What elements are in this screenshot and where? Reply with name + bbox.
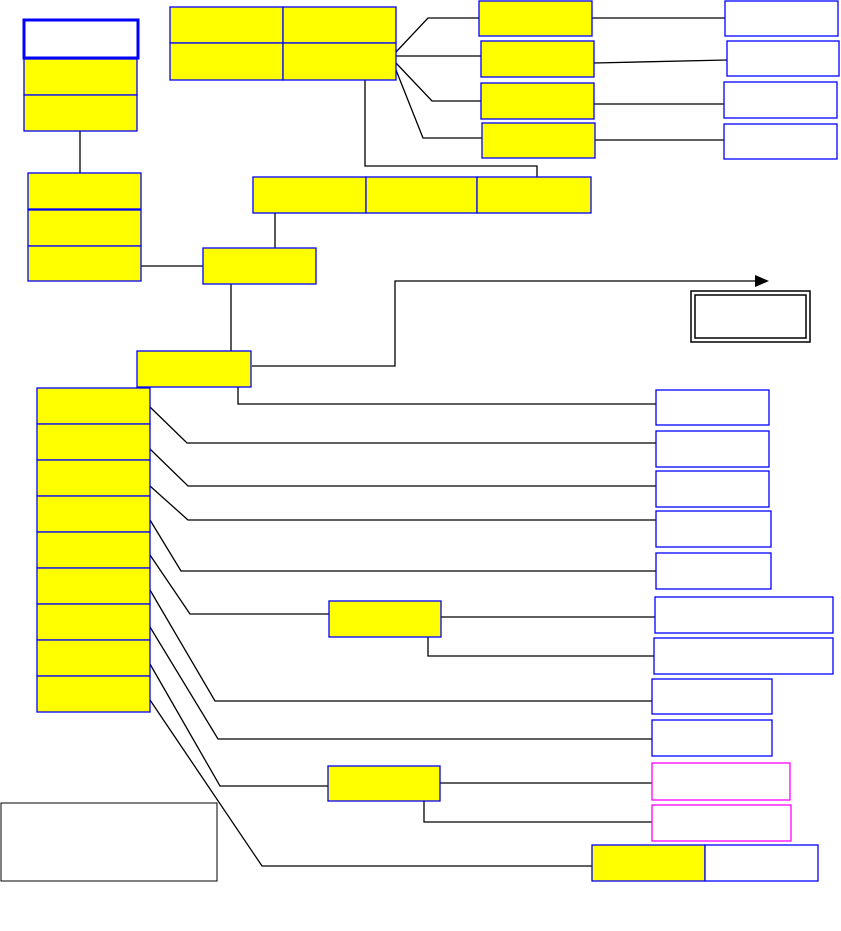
root-header-box bbox=[22, 18, 140, 60]
connector-line-20 bbox=[149, 554, 329, 615]
connector-line-8 bbox=[395, 62, 481, 102]
legend-outer-border bbox=[690, 290, 811, 343]
leaf-12-left-box bbox=[591, 844, 706, 882]
root-row-2-box bbox=[23, 94, 138, 132]
leaf-1-box bbox=[655, 389, 770, 426]
top-cell-1-box bbox=[169, 6, 284, 44]
branch-leaf-2-box bbox=[726, 40, 840, 77]
connector-line-19 bbox=[149, 519, 656, 572]
sub-node-1-box bbox=[328, 600, 442, 638]
connector-line-17 bbox=[149, 448, 656, 487]
list-row-3-box bbox=[36, 459, 151, 497]
connector-line-23 bbox=[149, 589, 652, 702]
list-row-6-box bbox=[36, 567, 151, 605]
leaf-3-box bbox=[655, 470, 770, 508]
list-row-2-box bbox=[36, 423, 151, 461]
legend-box bbox=[690, 290, 811, 343]
connector-line-18 bbox=[149, 485, 656, 521]
connector-line-6 bbox=[395, 17, 479, 53]
leaf-5-box bbox=[655, 552, 772, 590]
branch-leaf-4-box bbox=[723, 123, 838, 160]
leaf-10-box bbox=[651, 762, 791, 801]
list-row-8-box bbox=[36, 639, 151, 677]
hub-node-box bbox=[202, 247, 317, 285]
stack-row-3-box bbox=[27, 245, 142, 282]
connector-line-5 bbox=[364, 80, 538, 177]
connector-line-15 bbox=[237, 387, 656, 405]
stack-row-2-box bbox=[27, 209, 142, 247]
list-row-5-box bbox=[36, 531, 151, 569]
connector-line-9 bbox=[395, 69, 482, 139]
top-cell-3-box bbox=[169, 42, 284, 81]
top-cell-2-box bbox=[282, 6, 397, 44]
list-row-7-box bbox=[36, 603, 151, 641]
main-node-box bbox=[136, 350, 252, 388]
leaf-12-right-box bbox=[704, 844, 819, 882]
stack-row-1-box bbox=[27, 172, 142, 210]
branch-node-2-box bbox=[480, 40, 595, 78]
arrowhead-icon bbox=[755, 275, 769, 287]
branch-node-1-box bbox=[478, 0, 593, 37]
list-row-1-box bbox=[36, 387, 151, 425]
connector-line-22 bbox=[427, 637, 654, 657]
connector-line-28 bbox=[149, 699, 592, 867]
mid-cell-3-box bbox=[476, 176, 592, 214]
connectors bbox=[79, 17, 757, 867]
branch-leaf-3-box bbox=[723, 81, 838, 119]
note-box bbox=[0, 802, 218, 882]
leaf-2-box bbox=[655, 430, 770, 468]
leaf-11-box bbox=[651, 804, 792, 842]
leaf-6-box bbox=[654, 596, 834, 634]
branch-node-3-box bbox=[480, 82, 595, 120]
list-row-9-box bbox=[36, 675, 151, 713]
leaf-8-box bbox=[651, 678, 773, 715]
mid-cell-1-box bbox=[252, 176, 367, 214]
legend-inner-border bbox=[694, 294, 807, 339]
list-row-4-box bbox=[36, 495, 151, 533]
connector-line-27 bbox=[423, 801, 652, 823]
connector-line-14 bbox=[252, 280, 757, 367]
leaf-4-box bbox=[655, 510, 772, 548]
connector-line-11 bbox=[593, 59, 728, 64]
connector-line-16 bbox=[149, 406, 656, 444]
leaf-9-box bbox=[651, 719, 773, 757]
mid-cell-2-box bbox=[365, 176, 478, 214]
branch-node-4-box bbox=[481, 122, 596, 159]
sub-node-2-box bbox=[327, 765, 441, 802]
leaf-7-box bbox=[653, 637, 834, 675]
top-cell-4-box bbox=[282, 42, 397, 81]
root-row-1-box bbox=[23, 58, 138, 96]
connector-line-25 bbox=[149, 663, 328, 787]
nodes bbox=[22, 0, 840, 882]
branch-leaf-1-box bbox=[724, 0, 839, 37]
connector-line-24 bbox=[149, 626, 652, 740]
